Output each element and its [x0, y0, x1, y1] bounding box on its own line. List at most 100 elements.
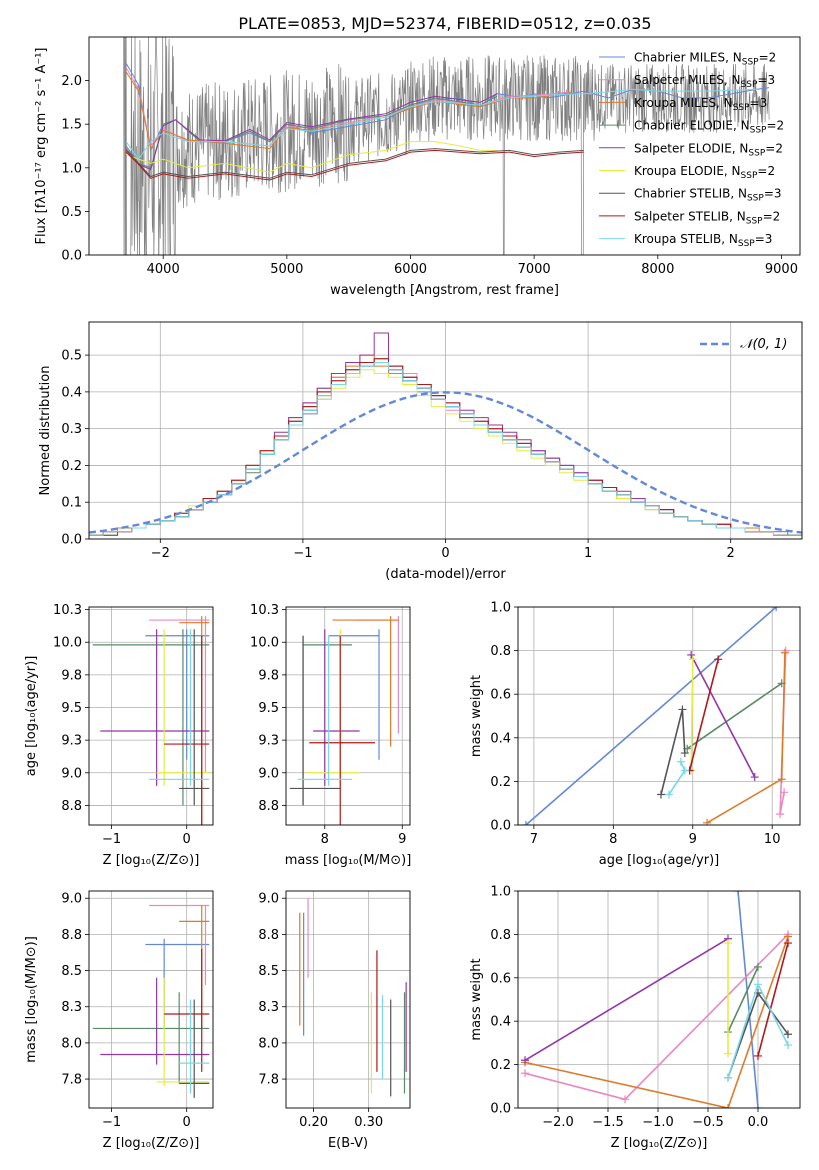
- weight-marker: [724, 1104, 732, 1108]
- weight-marker: [656, 790, 665, 799]
- weight-line-kroupa_elodie: [724, 939, 732, 1058]
- error-cross-kroupa_elodie: [156, 977, 210, 1087]
- x-tick-label: 2: [727, 546, 735, 561]
- plot-area: [521, 891, 792, 1108]
- y-tick-label: 8.8: [258, 799, 279, 814]
- weight-marker: [664, 790, 673, 799]
- plot-area: [521, 607, 790, 825]
- x-tick-label: 10: [764, 832, 781, 847]
- y-tick-label: 8.5: [61, 964, 82, 979]
- y-tick-label: 9.3: [258, 734, 279, 749]
- weight-line-chabrier_elodie: [683, 679, 786, 753]
- x-axis-label: mass [log₁₀(M/M⊙)]: [285, 853, 412, 868]
- x-tick-label: 0.20: [299, 1115, 328, 1130]
- y-tick-label: 0.0: [61, 249, 82, 264]
- tick-marks: [514, 606, 773, 829]
- y-tick-label: 0.8: [490, 644, 511, 659]
- y-tick-label: 8.8: [61, 928, 82, 943]
- error-cross-salpeter_stelib: [164, 635, 210, 825]
- error-cross-kroupa_stelib: [149, 629, 210, 786]
- weight-path: [524, 936, 789, 1108]
- tick-labels: 0.20 0.30 7.8 8.0 8.3 8.5 8.8 9.0: [258, 892, 383, 1130]
- legend-label-chabrier_miles: Chabrier MILES, NSSP=2: [634, 51, 776, 68]
- y-tick-label: 0.8: [490, 928, 511, 943]
- x-tick-label: 6000: [394, 262, 427, 277]
- x-tick-label: −2.0: [542, 1115, 574, 1130]
- weight-marker: [680, 749, 689, 758]
- tick-marks: [282, 897, 370, 1112]
- error-cross-salpeter_stelib: [164, 948, 210, 1072]
- weight-line-salpeter_stelib: [754, 939, 792, 1060]
- tick-marks: [514, 890, 759, 1112]
- plot-area: [299, 898, 407, 1097]
- weight-marker: [750, 773, 759, 782]
- y-tick-label: 0.4: [490, 731, 511, 746]
- y-tick-label: 0.5: [61, 205, 82, 220]
- x-tick-label: 5000: [270, 262, 303, 277]
- error-cross-chabrier_miles: [145, 938, 210, 1029]
- y-tick-label: 1.0: [61, 161, 82, 176]
- weight-marker: [784, 939, 792, 948]
- weight-marker: [724, 1049, 732, 1058]
- y-tick-label: 0.0: [490, 819, 511, 834]
- panel-age_vs_z: −1 0 8.8 9.0 9.3 9.5 9.8 10.0 10.3 Z [log₁₀(Z/Z⊙)…: [24, 603, 214, 868]
- plot-area: [92, 904, 210, 1098]
- error-cross-salpeter_miles: [149, 904, 210, 986]
- weight-marker: [777, 679, 786, 688]
- axes-frame: [517, 606, 801, 826]
- x-axis-label: Z [log₁₀(Z/Z⊙)]: [103, 1136, 200, 1151]
- weight-marker: [784, 1041, 792, 1050]
- error-cross-chabrier_elodie: [92, 992, 210, 1084]
- y-tick-label: 8.3: [61, 1000, 82, 1015]
- model-line-salpeter_elodie: [125, 93, 498, 171]
- panel-residuals: −2 −1 0 1 2 0.0 0.1 0.2 0.3 0.4 0.5 (data-model)/er…: [38, 321, 803, 582]
- panel-spectrum: 4000 5000 6000 7000 8000 9000 0.0 0.5 1.0 1.5 2.0 w…: [34, 36, 801, 298]
- weight-marker: [521, 1056, 529, 1065]
- y-tick-label: 1.5: [61, 118, 82, 133]
- weight-path: [727, 966, 759, 1033]
- x-axis-label: E(B-V): [328, 1136, 368, 1151]
- tick-marks: [85, 80, 782, 259]
- weight-marker: [678, 705, 687, 714]
- y-tick-label: 0.0: [490, 1102, 511, 1117]
- error-cross-chabrier_stelib: [289, 635, 341, 806]
- model-line-chabrier_stelib: [125, 148, 584, 179]
- weight-path: [524, 933, 789, 1101]
- x-tick-label: −1.5: [592, 1115, 624, 1130]
- x-tick-label: 9: [398, 832, 406, 847]
- y-tick-label: 8.5: [258, 964, 279, 979]
- weight-marker: [714, 655, 723, 664]
- weight-marker: [734, 891, 742, 895]
- legend-label-kroupa_stelib: Kroupa STELIB, NSSP=3: [634, 232, 772, 249]
- tick-labels: −2.0 −1.5 −1.0 −0.5 0.0 0.0 0.2 0.4 0.6 0.8 1.0: [490, 885, 768, 1131]
- legend-label-chabrier_stelib: Chabrier STELIB, NSSP=3: [634, 187, 782, 204]
- x-tick-label: 4000: [147, 262, 180, 277]
- model-line-salpeter_stelib: [125, 149, 584, 181]
- weight-marker: [784, 1030, 792, 1039]
- x-axis-label: wavelength [Angstrom, rest frame]: [330, 283, 559, 298]
- y-tick-label: 0.3: [61, 422, 82, 437]
- y-tick-label: 8.8: [258, 928, 279, 943]
- weight-line-salpeter_elodie: [687, 650, 759, 782]
- y-tick-label: 0.6: [490, 688, 511, 703]
- legend-label-kroupa_miles: Kroupa MILES, NSSP=3: [634, 96, 767, 113]
- gridlines: [89, 891, 213, 1108]
- y-tick-label: 9.3: [61, 734, 82, 749]
- error-cross-kroupa_elodie: [156, 629, 210, 786]
- legend-label-chabrier_elodie: Chabrier ELODIE, NSSP=2: [634, 119, 784, 136]
- tick-labels: −2 −1 0 1 2 0.0 0.1 0.2 0.3 0.4 0.5: [61, 349, 735, 561]
- weight-line-chabrier_miles: [734, 891, 762, 1108]
- y-tick-label: 1.0: [490, 601, 511, 616]
- weight-marker: [754, 980, 762, 989]
- legend-label-kroupa_elodie: Kroupa ELODIE, NSSP=2: [634, 164, 775, 181]
- y-axis-label: Normed distribution: [38, 366, 53, 496]
- weight-marker: [724, 939, 732, 948]
- weight-marker: [776, 810, 785, 819]
- error-cross-kroupa_stelib: [179, 999, 210, 1094]
- legend-label-salpeter_miles: Salpeter MILES, NSSP=3: [634, 73, 775, 90]
- y-tick-label: 9.8: [61, 668, 82, 683]
- weight-marker: [754, 962, 762, 971]
- y-tick-label: 1.0: [490, 885, 511, 900]
- weight-marker: [676, 757, 685, 766]
